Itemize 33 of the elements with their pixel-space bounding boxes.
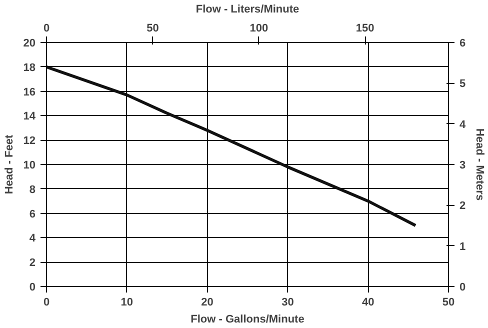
y2-tick-label: 5 [460,78,466,90]
x2-tick-label: 0 [43,22,50,34]
y2-tick-label: 2 [460,200,466,212]
x-tick-label: 30 [282,296,294,308]
x2-tick-label: 50 [146,22,159,34]
y-tick-label: 10 [23,160,36,172]
y2-tick-label: 0 [460,282,466,294]
x2-tick-label: 100 [250,22,268,34]
x-tick-label: 50 [442,296,455,308]
y-axis-title: Head - Feet [3,134,16,194]
y-tick-label: 18 [23,62,36,74]
x-axis-title: Flow - Gallons/Minute [190,314,304,326]
y-tick-label: 14 [23,110,36,123]
x-tick-label: 40 [362,296,374,308]
y2-tick-label: 3 [460,160,466,172]
y-tick-label: 0 [29,282,36,294]
y-tick-label: 4 [29,232,36,245]
x-tick-label: 10 [120,296,134,308]
y-tick-label: 2 [29,257,36,270]
x2-axis-title: Flow - Liters/Minute [196,4,300,16]
y2-axis-title: Head - Meters [474,128,486,201]
y-tick-label: 8 [29,184,36,196]
x-tick-label: 0 [43,296,50,308]
y-tick-label: 12 [23,135,36,148]
y-tick-label: 6 [29,208,36,220]
x2-tick-label: 150 [356,22,374,34]
y2-tick-label: 1 [460,240,466,253]
y2-tick-label: 6 [460,38,466,50]
y2-tick-label: 4 [460,118,466,131]
x-tick-label: 20 [201,296,214,308]
line-series [46,65,418,227]
y-tick-label: 16 [23,86,36,98]
y-tick-label: 20 [23,38,36,50]
